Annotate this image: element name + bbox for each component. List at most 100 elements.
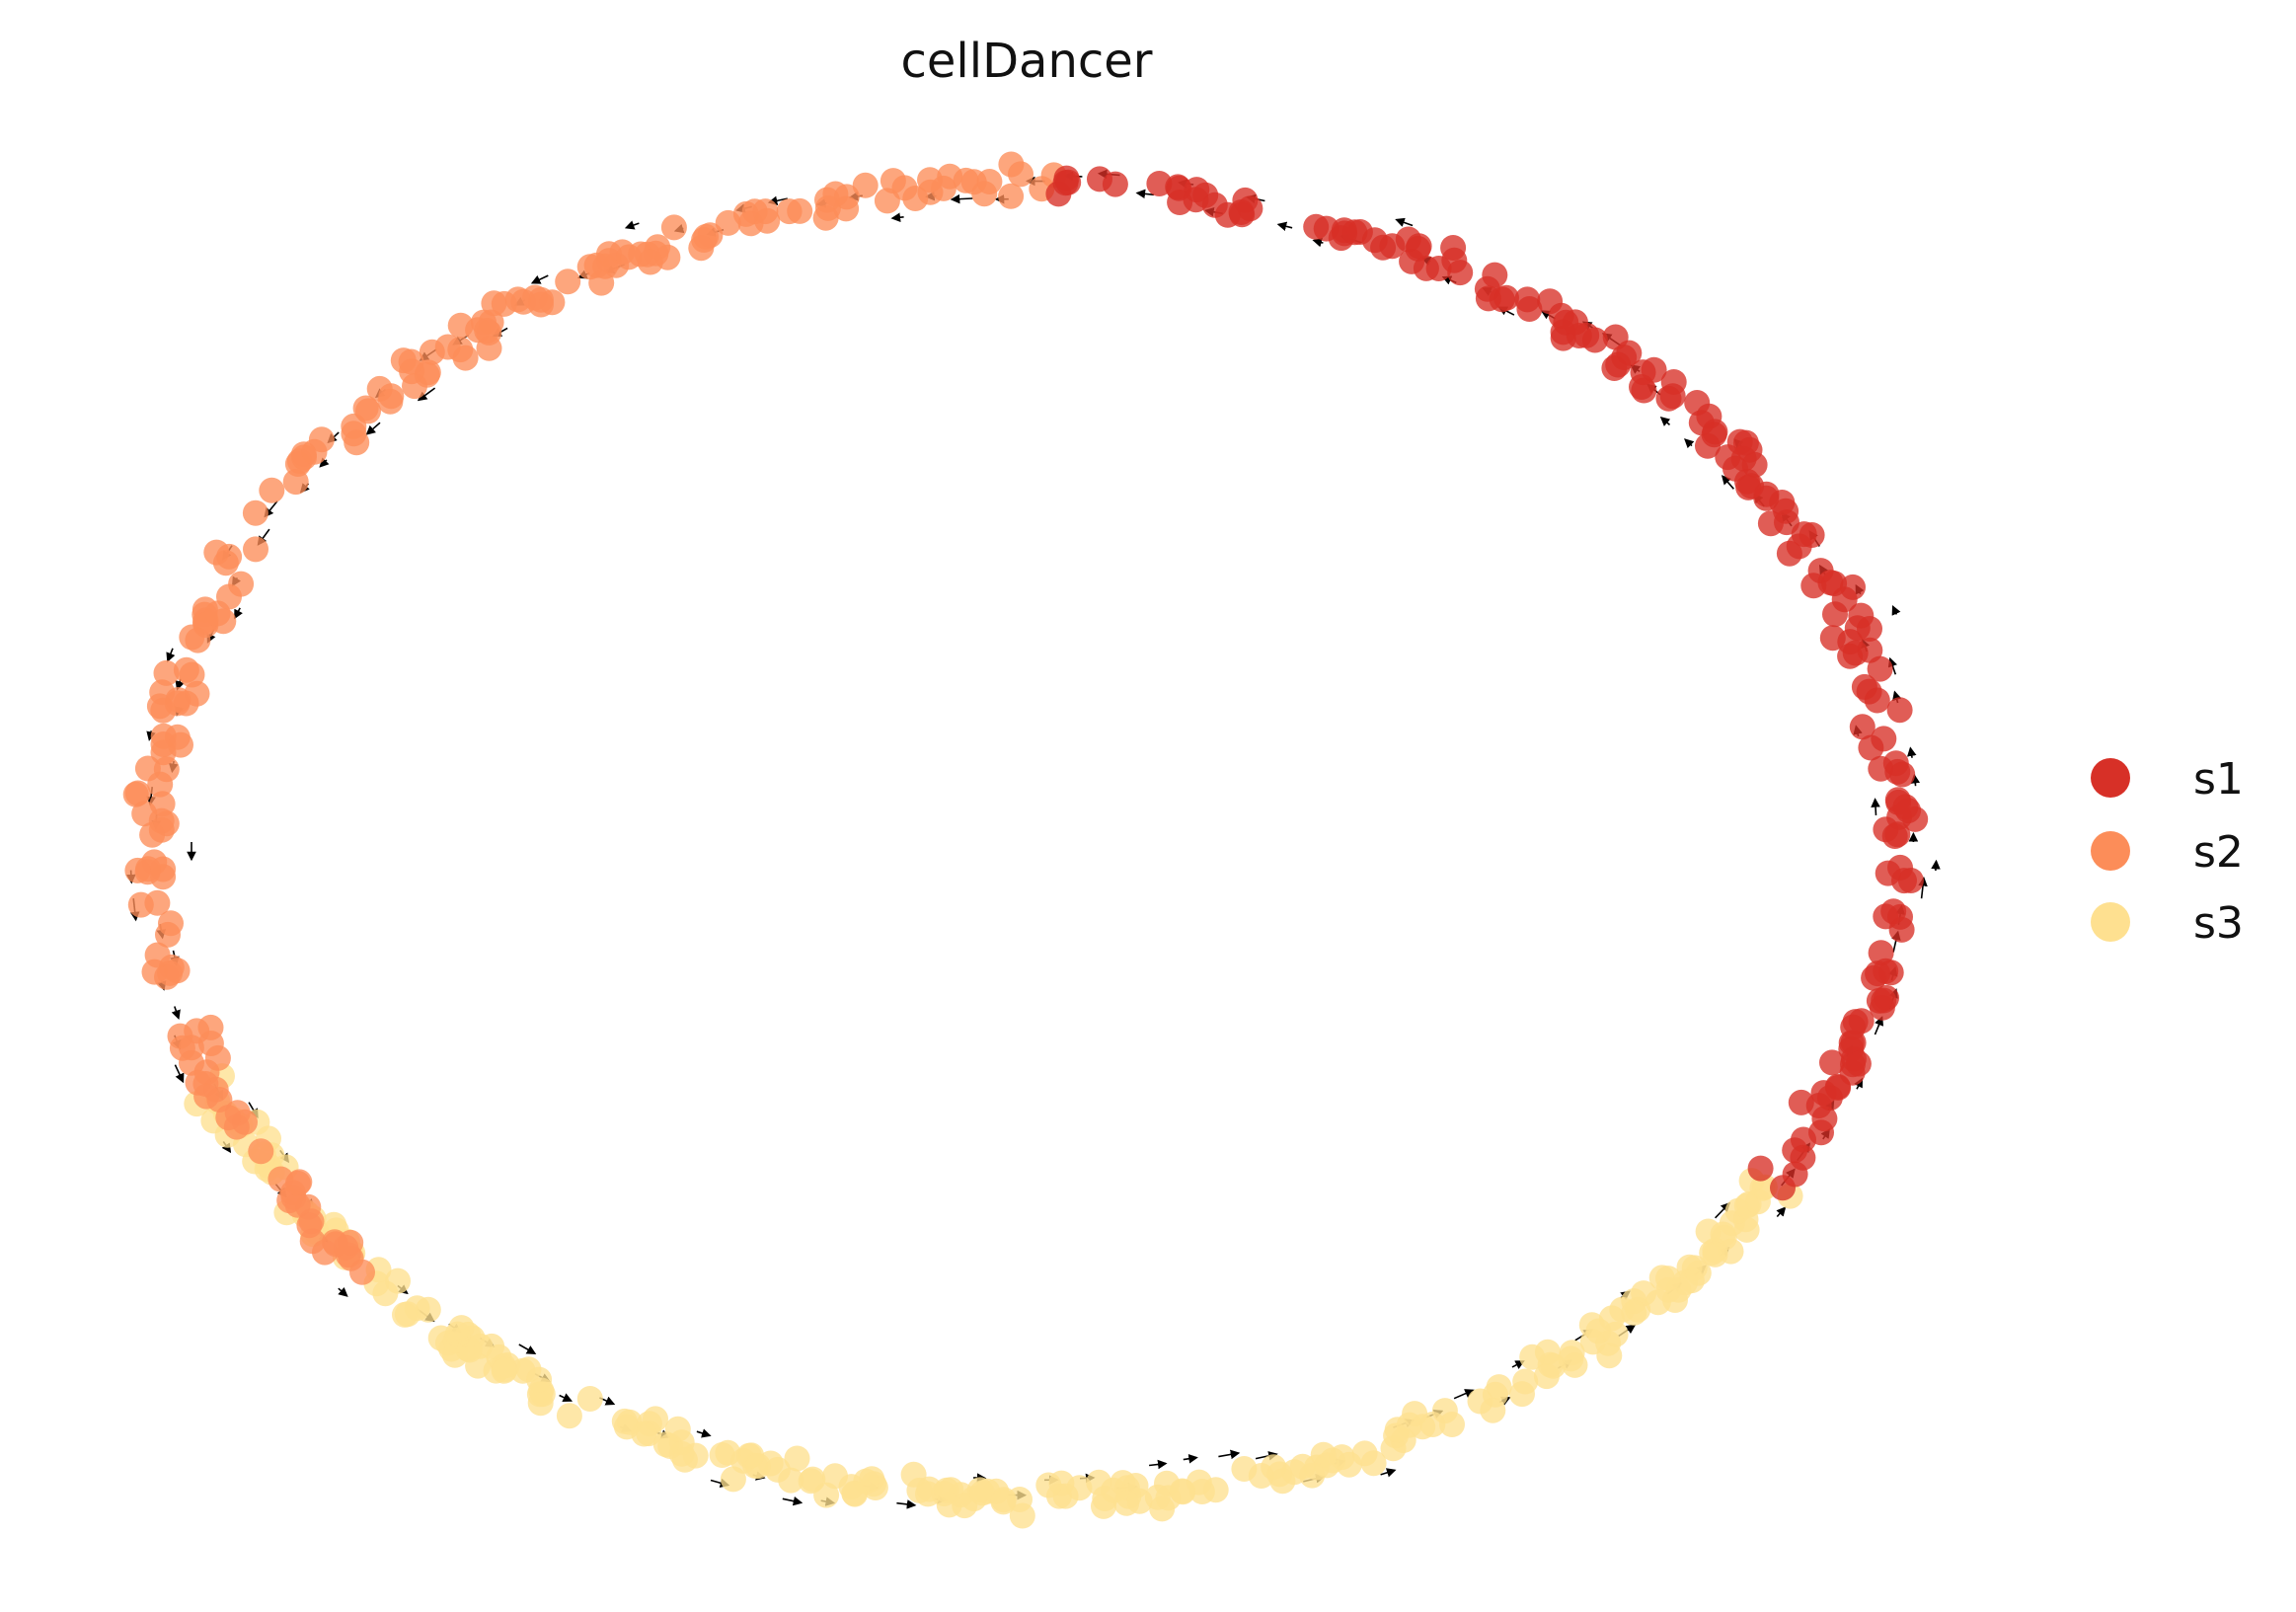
point-s3-212 [1482, 1381, 1508, 1408]
velocity-arrow-106 [782, 1496, 804, 1506]
legend-item-s1: s1 [2091, 754, 2244, 805]
point-s1-120 [1659, 383, 1686, 410]
point-s2-188 [539, 289, 566, 316]
velocity-arrow-66 [234, 607, 243, 620]
point-s1-168 [1605, 351, 1632, 378]
velocity-arrow-30 [1276, 221, 1293, 231]
velocity-arrow-34 [1135, 189, 1154, 199]
point-s1-140 [1087, 166, 1112, 192]
point-s3-226 [1149, 1496, 1176, 1522]
point-s3-207 [1086, 1469, 1112, 1496]
point-s1-136 [1822, 601, 1848, 628]
point-s2-123 [776, 198, 803, 225]
point-s3-227 [990, 1487, 1017, 1513]
legend-marker-s2 [2091, 831, 2130, 871]
velocity-arrow-68 [166, 648, 176, 662]
point-s2-156 [158, 910, 184, 937]
point-s1-117 [1840, 1030, 1867, 1056]
point-s2-38 [243, 536, 268, 563]
velocity-arrow-116 [1149, 1459, 1168, 1470]
velocity-arrow-17 [1659, 416, 1671, 426]
point-s2-106 [197, 1014, 224, 1040]
point-s1-167 [1837, 643, 1864, 669]
point-s2-142 [616, 244, 643, 270]
point-s1-76 [1887, 903, 1913, 930]
point-s3-186 [1598, 1305, 1625, 1332]
point-s3-195 [1579, 1329, 1606, 1355]
point-s2-163 [212, 550, 239, 576]
point-s2-147 [378, 383, 405, 410]
legend-marker-s3 [2091, 902, 2130, 942]
point-s2-104 [150, 723, 177, 749]
point-s2-74 [259, 477, 285, 503]
point-s2-189 [185, 1069, 211, 1096]
velocity-arrow-99 [559, 1393, 574, 1403]
point-s1-160 [1842, 1009, 1869, 1036]
point-s1-51 [1849, 714, 1875, 740]
point-s2-143 [204, 600, 231, 627]
point-s1-138 [1821, 571, 1848, 597]
point-s2-173 [953, 167, 979, 193]
point-s3-189 [668, 1440, 695, 1467]
velocity-arrow-109 [896, 1499, 917, 1509]
point-s2-91 [296, 1212, 323, 1239]
velocity-arrow-41 [890, 212, 904, 222]
point-s1-110 [1738, 473, 1765, 499]
point-s1-101 [1800, 573, 1827, 599]
velocity-arrow-149 [1931, 859, 1941, 872]
point-s1-143 [1447, 260, 1474, 286]
point-s1-142 [1228, 199, 1255, 225]
point-s3-219 [969, 1480, 996, 1506]
point-s1-165 [1773, 498, 1799, 524]
point-s1-125 [1791, 521, 1817, 548]
point-s3-127 [720, 1466, 746, 1493]
point-s2-124 [147, 771, 174, 798]
point-s3-217 [1169, 1478, 1195, 1504]
point-s2-171 [282, 469, 309, 496]
point-s3-133 [709, 1442, 735, 1468]
point-s3-37 [1512, 1368, 1539, 1395]
point-s2-186 [144, 942, 171, 968]
point-s2-174 [341, 421, 367, 447]
velocity-arrow-56 [417, 387, 436, 402]
point-s2-178 [715, 209, 741, 236]
point-s3-229 [764, 1456, 791, 1483]
point-s3-53 [394, 1301, 421, 1328]
point-s2-184 [286, 1169, 313, 1195]
point-s3-168 [1231, 1456, 1258, 1482]
point-s1-5 [1819, 1049, 1845, 1076]
point-s2-126 [874, 188, 900, 214]
point-s3-215 [738, 1442, 765, 1469]
point-s1-162 [1884, 758, 1911, 785]
legend-item-s3: s3 [2091, 898, 2244, 949]
point-s1-85 [1819, 625, 1846, 652]
point-s3-197 [1384, 1417, 1411, 1443]
legend-label-s2: s2 [2193, 827, 2244, 878]
point-s3-164 [1439, 1412, 1465, 1437]
point-s3-169 [1710, 1221, 1736, 1248]
velocity-arrow-58 [365, 422, 381, 435]
velocity-arrow-3 [1907, 746, 1917, 758]
point-s2-159 [179, 624, 205, 651]
point-s2-113 [852, 172, 879, 198]
point-s2-97 [228, 571, 255, 597]
point-s2-158 [124, 857, 151, 883]
point-s1-106 [1857, 637, 1883, 663]
point-s2-80 [204, 1044, 231, 1071]
point-s2-175 [169, 1035, 195, 1061]
point-s1-146 [1146, 171, 1173, 196]
point-s1-116 [1602, 324, 1629, 350]
point-s2-176 [150, 697, 177, 724]
point-s3-214 [1685, 1260, 1712, 1286]
point-s3-147 [479, 1333, 505, 1359]
velocity-arrow-125 [1453, 1389, 1475, 1400]
point-s3-204 [1621, 1299, 1647, 1326]
legend-marker-s1 [2091, 758, 2130, 798]
point-s1-144 [1866, 987, 1892, 1014]
point-s2-125 [660, 214, 687, 241]
point-s1-157 [1875, 860, 1901, 886]
point-s1-145 [1790, 1144, 1816, 1171]
velocity-arrow-60 [319, 457, 330, 468]
point-s3-203 [1733, 1192, 1760, 1219]
point-s2-152 [338, 1229, 364, 1256]
